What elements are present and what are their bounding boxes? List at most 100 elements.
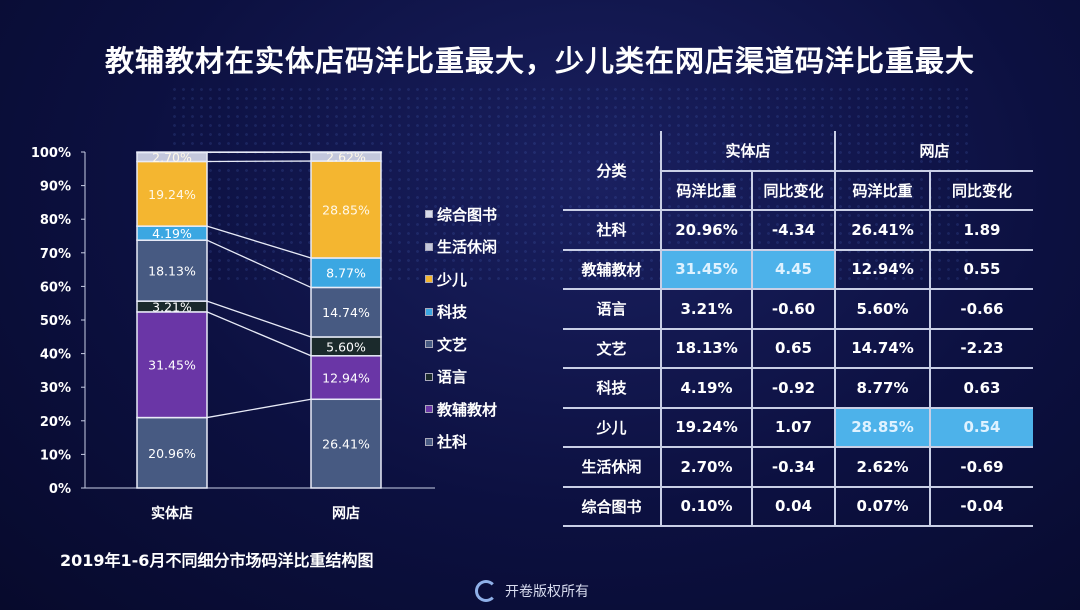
header-store-share: 码洋比重 bbox=[661, 169, 753, 211]
data-label: 3.21% bbox=[152, 300, 192, 315]
online-change: -0.66 bbox=[929, 288, 1033, 330]
data-label: 14.74% bbox=[322, 305, 370, 320]
legend-item: 生活休闲 bbox=[425, 231, 497, 264]
bar-segment bbox=[136, 151, 208, 154]
table-row: 语言 3.21% -0.60 5.60% -0.66 bbox=[563, 288, 1033, 330]
copyright-text: 开卷版权所有 bbox=[505, 584, 589, 600]
data-label: 20.96% bbox=[148, 446, 196, 461]
online-change: 1.89 bbox=[929, 209, 1033, 251]
bar-segment bbox=[136, 160, 208, 227]
footer: 开卷版权所有 bbox=[475, 580, 589, 602]
data-label: 2.70% bbox=[152, 150, 192, 165]
stacked-bar-chart: 0% 10% 20% 30% 40% 50% 60% 70% 80% 90% 100% 20.96% 3… bbox=[31, 146, 435, 522]
chart-legend: 综合图书 生活休闲 少儿 科技 文艺 语言 教辅教材 社科 bbox=[425, 198, 497, 458]
store-share: 19.24% bbox=[660, 406, 753, 448]
legend-item: 社科 bbox=[425, 426, 497, 459]
store-share: 18.13% bbox=[660, 327, 753, 369]
legend-item: 语言 bbox=[425, 361, 497, 394]
store-share: 4.19% bbox=[660, 367, 753, 409]
connector-line bbox=[206, 311, 312, 357]
legend-item: 文艺 bbox=[425, 328, 497, 361]
online-change: -0.69 bbox=[929, 446, 1033, 488]
x-tick-label: 实体店 bbox=[151, 505, 193, 522]
legend-item: 少儿 bbox=[425, 263, 497, 296]
table-row: 综合图书 0.10% 0.04 0.07% -0.04 bbox=[563, 485, 1033, 527]
share-table: 分类 实体店 网店 码洋比重 同比变化 码洋比重 同比变化 社科 20.96% … bbox=[563, 131, 1033, 527]
online-share: 2.62% bbox=[834, 446, 931, 488]
connector-line bbox=[206, 300, 312, 338]
legend-item: 科技 bbox=[425, 296, 497, 329]
data-label: 5.60% bbox=[326, 339, 366, 354]
legend-swatch bbox=[425, 242, 433, 251]
store-share: 2.70% bbox=[660, 446, 753, 488]
header-category: 分类 bbox=[563, 131, 662, 211]
online-share: 28.85% bbox=[834, 406, 931, 448]
y-tick-label: 70% bbox=[40, 247, 71, 262]
store-change: 0.04 bbox=[751, 485, 836, 527]
legend-swatch bbox=[425, 275, 433, 284]
store-share: 0.10% bbox=[660, 485, 753, 527]
legend-label: 科技 bbox=[437, 303, 468, 322]
y-tick-label: 90% bbox=[40, 180, 71, 195]
store-change: -0.60 bbox=[751, 288, 836, 330]
y-tick-label: 20% bbox=[40, 415, 71, 430]
data-label: 31.45% bbox=[148, 358, 196, 373]
store-share: 31.45% bbox=[660, 248, 753, 290]
table-row: 教辅教材 31.45% 4.45 12.94% 0.55 bbox=[563, 248, 1033, 290]
online-share: 14.74% bbox=[834, 327, 931, 369]
data-label: 28.85% bbox=[322, 203, 370, 218]
y-tick-label: 10% bbox=[40, 448, 71, 463]
connector-line bbox=[206, 398, 312, 419]
store-share: 3.21% bbox=[660, 288, 753, 330]
row-category: 社科 bbox=[563, 209, 662, 251]
bar-segment bbox=[310, 398, 382, 489]
page-title: 教辅教材在实体店码洋比重最大，少儿类在网店渠道码洋比重最大 bbox=[104, 44, 975, 78]
table-row: 生活休闲 2.70% -0.34 2.62% -0.69 bbox=[563, 446, 1033, 488]
bar-segment bbox=[310, 160, 382, 259]
legend-label: 文艺 bbox=[437, 335, 468, 354]
legend-label: 生活休闲 bbox=[437, 238, 498, 257]
row-category: 少儿 bbox=[563, 406, 662, 448]
store-change: -4.34 bbox=[751, 209, 836, 251]
y-tick-label: 30% bbox=[40, 381, 71, 396]
row-category: 综合图书 bbox=[563, 485, 662, 527]
header-online-change: 同比变化 bbox=[929, 169, 1033, 211]
y-tick-label: 50% bbox=[40, 314, 71, 329]
row-category: 语言 bbox=[563, 288, 662, 330]
bar-segment bbox=[310, 286, 382, 338]
connector-line bbox=[206, 239, 312, 289]
online-change: 0.54 bbox=[929, 406, 1033, 448]
table-row: 文艺 18.13% 0.65 14.74% -2.23 bbox=[563, 327, 1033, 369]
store-change: 4.45 bbox=[751, 248, 836, 290]
store-share: 20.96% bbox=[660, 209, 753, 251]
y-tick-label: 60% bbox=[40, 280, 71, 295]
table-row: 社科 20.96% -4.34 26.41% 1.89 bbox=[563, 209, 1033, 251]
online-share: 26.41% bbox=[834, 209, 931, 251]
row-category: 教辅教材 bbox=[563, 248, 662, 290]
legend-label: 综合图书 bbox=[437, 205, 498, 224]
online-share: 12.94% bbox=[834, 248, 931, 290]
online-share: 0.07% bbox=[834, 485, 931, 527]
data-label: 4.19% bbox=[152, 226, 192, 241]
online-change: 0.55 bbox=[929, 248, 1033, 290]
bar-segment bbox=[136, 239, 208, 302]
legend-label: 社科 bbox=[437, 433, 468, 452]
header-store-change: 同比变化 bbox=[751, 169, 836, 211]
data-label: 18.13% bbox=[148, 264, 196, 279]
header-online-share: 码洋比重 bbox=[834, 169, 931, 211]
data-label: 12.94% bbox=[322, 371, 370, 386]
chart-caption: 2019年1-6月不同细分市场码洋比重结构图 bbox=[60, 551, 374, 570]
legend-swatch bbox=[425, 210, 433, 219]
bar-segment bbox=[136, 311, 208, 419]
legend-swatch bbox=[425, 372, 433, 381]
data-label: 2.62% bbox=[326, 150, 366, 165]
online-share: 8.77% bbox=[834, 367, 931, 409]
bar-segment bbox=[310, 257, 382, 289]
y-tick-label: 40% bbox=[40, 348, 71, 363]
online-change: -0.04 bbox=[929, 485, 1033, 527]
data-label: 26.41% bbox=[322, 437, 370, 452]
table-row: 科技 4.19% -0.92 8.77% 0.63 bbox=[563, 367, 1033, 409]
legend-swatch bbox=[425, 405, 433, 414]
legend-label: 语言 bbox=[437, 368, 468, 387]
legend-swatch bbox=[425, 437, 433, 446]
